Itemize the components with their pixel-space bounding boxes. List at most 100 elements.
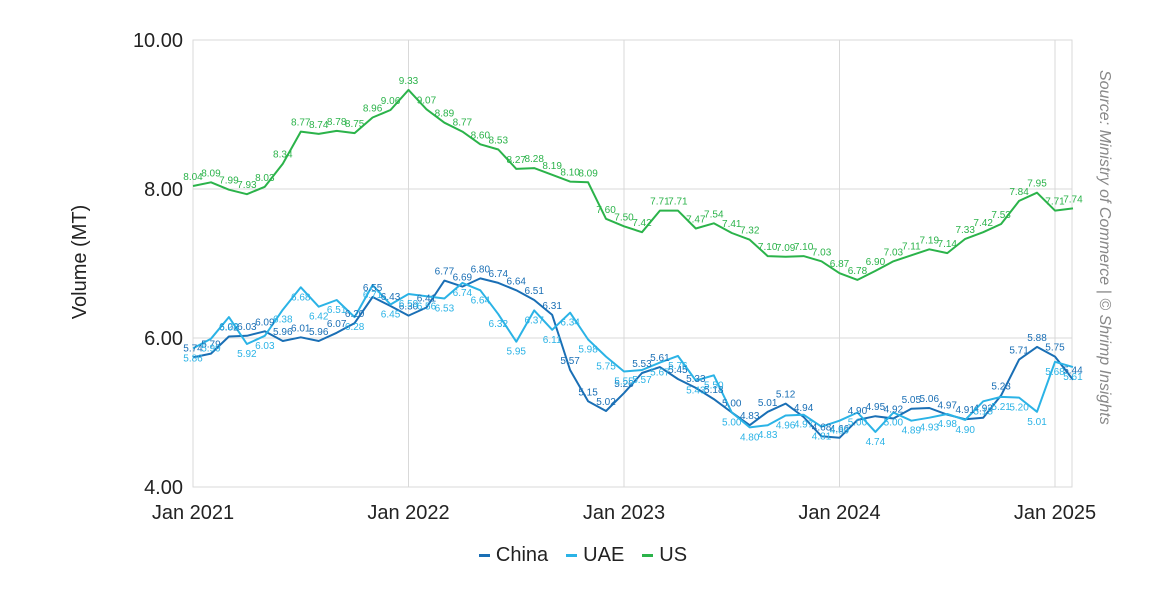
- china-data-label: 4.91: [955, 405, 975, 416]
- china-data-label: 6.64: [507, 276, 527, 287]
- uae-data-label: 6.68: [291, 292, 311, 303]
- china-data-label: 4.94: [794, 403, 814, 414]
- us-data-label: 7.10: [758, 242, 778, 253]
- us-data-label: 8.77: [453, 118, 473, 129]
- china-data-label: 4.93: [973, 404, 993, 415]
- china-data-label: 6.51: [524, 286, 544, 297]
- uae-data-label: 4.83: [758, 430, 778, 441]
- uae-data-label: 4.74: [866, 437, 886, 448]
- us-data-label: 8.96: [363, 103, 383, 114]
- us-data-label: 8.10: [560, 168, 580, 179]
- china-data-label: 5.00: [722, 399, 742, 410]
- china-data-label: 4.95: [866, 402, 886, 413]
- china-data-label: 5.45: [668, 365, 688, 376]
- y-tick-label: 10.00: [133, 30, 183, 52]
- china-data-label: 6.30: [399, 302, 419, 313]
- uae-data-label: 6.32: [489, 319, 509, 330]
- china-data-label: 5.79: [201, 340, 221, 351]
- uae-data-label: 5.57: [632, 375, 652, 386]
- us-data-label: 7.74: [1063, 194, 1083, 205]
- x-axis-ticks: Jan 2021 Jan 2022 Jan 2023 Jan 2024 Jan 2025: [152, 502, 1096, 524]
- y-axis-label: Volume (MT): [69, 205, 91, 319]
- us-data-label: 7.71: [1045, 197, 1065, 208]
- uae-data-label: 5.86: [183, 353, 203, 364]
- china-data-label: 4.92: [884, 404, 904, 415]
- us-data-label: 9.07: [417, 95, 437, 106]
- legend: China UAE US: [0, 544, 1166, 567]
- china-data-label: 6.03: [237, 322, 257, 333]
- uae-data-label: 5.98: [578, 344, 598, 355]
- china-data-label: 6.77: [435, 267, 455, 278]
- y-tick-label: 8.00: [144, 179, 183, 201]
- uae-data-label: 6.71: [363, 290, 383, 301]
- uae-data-label: 6.51: [327, 305, 347, 316]
- uae-line: [192, 281, 1074, 433]
- china-data-label: 6.41: [417, 293, 437, 304]
- legend-item-china[interactable]: China: [478, 544, 548, 567]
- china-data-label: 5.33: [686, 374, 706, 385]
- y-tick-label: 6.00: [144, 328, 183, 350]
- china-data-label: 4.97: [938, 401, 958, 412]
- us-data-label: 7.03: [812, 247, 832, 258]
- us-data-label: 7.14: [938, 239, 958, 250]
- uae-data-label: 4.93: [920, 423, 940, 434]
- us-data-label: 7.53: [991, 210, 1011, 221]
- uae-data-label: 5.01: [1027, 417, 1047, 428]
- uae-data-label: 6.11: [543, 335, 562, 346]
- china-data-label: 5.26: [614, 379, 634, 390]
- us-data-label: 8.27: [507, 155, 527, 166]
- china-data-label: 5.96: [273, 327, 293, 338]
- uae-data-label: 5.43: [686, 385, 706, 396]
- us-data-label: 8.04: [183, 172, 203, 183]
- uae-data-label: 5.20: [1009, 403, 1029, 414]
- uae-data-label: 5.99: [201, 344, 221, 355]
- us-data-label: 6.87: [830, 259, 850, 270]
- china-data-label: 5.71: [1009, 346, 1029, 357]
- china-data-label: 5.44: [1063, 366, 1083, 377]
- china-data-label: 6.31: [542, 301, 562, 312]
- us-data-label: 7.32: [740, 226, 760, 237]
- china-data-label: 5.23: [991, 381, 1011, 392]
- uae-data-label: 6.28: [219, 322, 239, 333]
- us-data-label: 8.89: [435, 109, 455, 120]
- china-data-label: 4.83: [740, 411, 760, 422]
- uae-data-label: 6.59: [399, 299, 419, 310]
- uae-data-label: 5.61: [1063, 372, 1083, 383]
- china-data-label: 6.20: [345, 309, 365, 320]
- china-data-label: 6.80: [471, 264, 491, 275]
- legend-swatch: [642, 554, 654, 557]
- us-data-label: 7.71: [650, 197, 670, 208]
- china-data-label: 6.55: [363, 283, 383, 294]
- legend-item-uae[interactable]: UAE: [566, 544, 624, 567]
- data-labels: 5.745.796.026.036.095.966.015.966.076.20…: [183, 76, 1083, 448]
- us-data-label: 7.54: [704, 209, 724, 220]
- legend-swatch: [566, 554, 578, 557]
- us-data-label: 8.75: [345, 119, 365, 130]
- uae-data-label: 6.42: [309, 312, 329, 323]
- uae-data-label: 6.74: [453, 288, 473, 299]
- uae-data-label: 6.38: [273, 315, 293, 326]
- us-data-label: 8.60: [471, 130, 491, 141]
- us-data-label: 8.74: [309, 120, 329, 131]
- china-data-label: 4.68: [812, 422, 832, 433]
- us-data-label: 7.11: [902, 241, 921, 252]
- china-data-label: 5.05: [902, 395, 922, 406]
- x-tick-label: Jan 2025: [1014, 502, 1096, 524]
- y-tick-label: 4.00: [144, 477, 183, 499]
- legend-item-us[interactable]: US: [642, 544, 687, 567]
- uae-data-label: 4.81: [812, 432, 832, 443]
- us-data-label: 8.19: [542, 161, 562, 172]
- uae-data-label: 4.96: [776, 420, 796, 431]
- us-data-label: 7.50: [614, 212, 634, 223]
- china-data-label: 6.74: [489, 269, 509, 280]
- us-data-label: 7.10: [794, 242, 814, 253]
- x-tick-label: Jan 2024: [798, 502, 880, 524]
- us-data-label: 7.09: [776, 243, 796, 254]
- china-data-label: 5.53: [632, 359, 652, 370]
- x-tick-label: Jan 2023: [583, 502, 665, 524]
- uae-data-label: 4.97: [794, 420, 814, 431]
- uae-data-label: 5.50: [704, 380, 724, 391]
- us-data-label: 7.42: [973, 218, 993, 229]
- uae-data-label: 5.95: [507, 347, 527, 358]
